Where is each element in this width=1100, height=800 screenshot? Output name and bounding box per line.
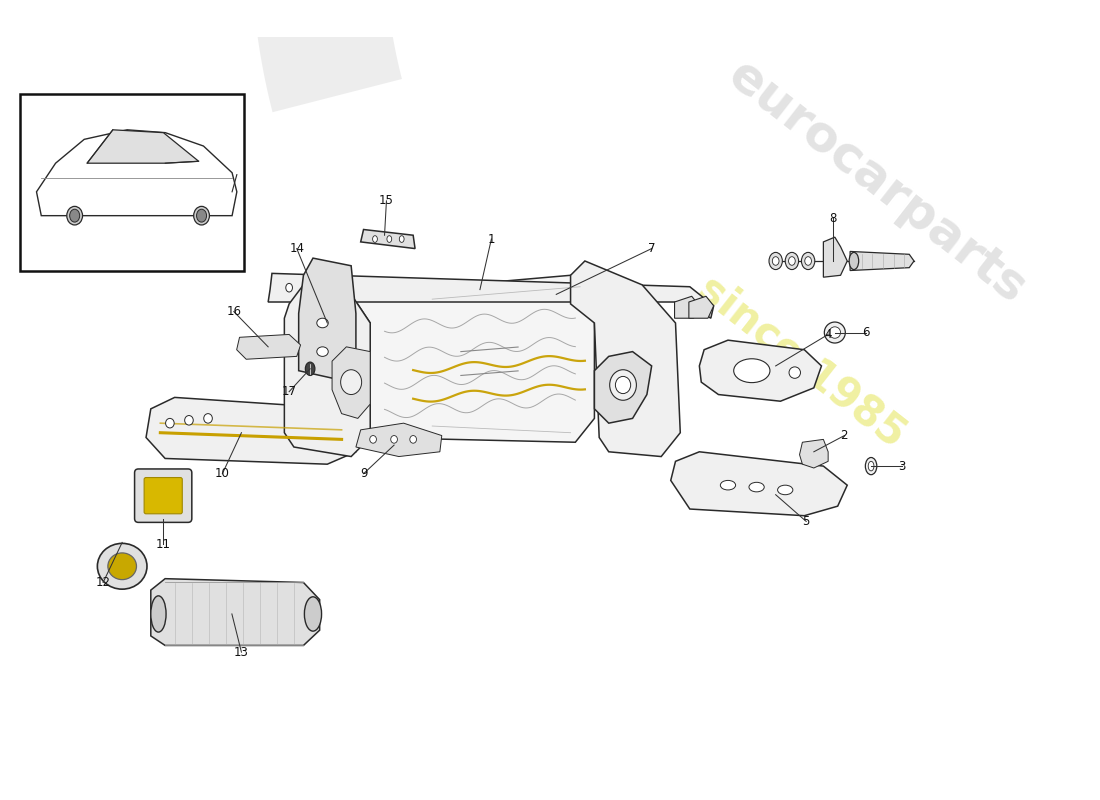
Ellipse shape <box>805 257 812 266</box>
Text: 16: 16 <box>227 305 241 318</box>
Text: 7: 7 <box>648 242 656 255</box>
Ellipse shape <box>866 458 877 474</box>
Polygon shape <box>285 285 371 457</box>
Ellipse shape <box>399 236 404 242</box>
Ellipse shape <box>341 370 362 394</box>
Ellipse shape <box>772 257 779 266</box>
Ellipse shape <box>373 236 377 242</box>
Ellipse shape <box>108 553 136 580</box>
Polygon shape <box>299 258 356 380</box>
FancyBboxPatch shape <box>144 478 183 514</box>
Text: 13: 13 <box>234 646 249 658</box>
Text: 2: 2 <box>840 429 848 442</box>
Polygon shape <box>700 340 822 402</box>
Ellipse shape <box>67 206 82 225</box>
Text: 5: 5 <box>803 515 810 528</box>
Ellipse shape <box>769 252 782 270</box>
Polygon shape <box>151 578 320 646</box>
Polygon shape <box>594 352 651 423</box>
Polygon shape <box>268 274 714 318</box>
Circle shape <box>829 327 840 338</box>
Circle shape <box>824 322 845 343</box>
Ellipse shape <box>185 415 194 425</box>
Ellipse shape <box>305 597 321 631</box>
Ellipse shape <box>609 370 637 400</box>
Text: 17: 17 <box>282 385 297 398</box>
Ellipse shape <box>166 418 174 428</box>
Text: 10: 10 <box>214 467 230 480</box>
Polygon shape <box>236 334 300 359</box>
Text: 12: 12 <box>96 576 111 589</box>
Ellipse shape <box>194 206 209 225</box>
Polygon shape <box>146 398 361 464</box>
Polygon shape <box>87 130 199 163</box>
Ellipse shape <box>410 435 417 443</box>
Polygon shape <box>571 261 680 457</box>
Ellipse shape <box>286 283 293 292</box>
Polygon shape <box>36 130 236 216</box>
Polygon shape <box>824 237 847 277</box>
Text: 3: 3 <box>898 459 905 473</box>
Polygon shape <box>674 296 700 318</box>
Polygon shape <box>671 452 847 516</box>
Ellipse shape <box>317 318 328 328</box>
Polygon shape <box>356 423 442 457</box>
Ellipse shape <box>789 257 795 266</box>
Text: 6: 6 <box>862 326 870 339</box>
Ellipse shape <box>868 462 873 471</box>
Ellipse shape <box>785 252 799 270</box>
Ellipse shape <box>849 252 859 270</box>
FancyBboxPatch shape <box>134 469 191 522</box>
Text: 9: 9 <box>360 467 367 480</box>
Ellipse shape <box>197 210 207 222</box>
Ellipse shape <box>802 252 815 270</box>
Text: 11: 11 <box>156 538 170 551</box>
Text: 4: 4 <box>824 328 832 341</box>
Ellipse shape <box>305 283 311 292</box>
FancyBboxPatch shape <box>20 94 244 270</box>
Polygon shape <box>850 251 914 270</box>
Ellipse shape <box>151 596 166 632</box>
Polygon shape <box>332 347 371 418</box>
Polygon shape <box>361 230 415 249</box>
Ellipse shape <box>789 367 801 378</box>
Text: eurocarparts: eurocarparts <box>718 51 1035 314</box>
Ellipse shape <box>370 435 376 443</box>
Polygon shape <box>800 439 828 468</box>
Ellipse shape <box>615 377 630 394</box>
Ellipse shape <box>317 347 328 356</box>
Text: 8: 8 <box>829 211 837 225</box>
Text: 14: 14 <box>289 242 305 255</box>
Text: 15: 15 <box>379 194 394 207</box>
Text: since 1985: since 1985 <box>690 268 914 456</box>
Text: 1: 1 <box>487 233 495 246</box>
Ellipse shape <box>390 435 397 443</box>
Ellipse shape <box>98 543 147 589</box>
Ellipse shape <box>69 210 79 222</box>
Ellipse shape <box>778 485 793 494</box>
Ellipse shape <box>734 358 770 382</box>
Ellipse shape <box>387 236 392 242</box>
Ellipse shape <box>749 482 764 492</box>
Ellipse shape <box>720 481 736 490</box>
Polygon shape <box>689 296 714 318</box>
Ellipse shape <box>306 362 315 375</box>
Polygon shape <box>351 275 594 442</box>
Polygon shape <box>251 0 903 112</box>
Ellipse shape <box>204 414 212 423</box>
